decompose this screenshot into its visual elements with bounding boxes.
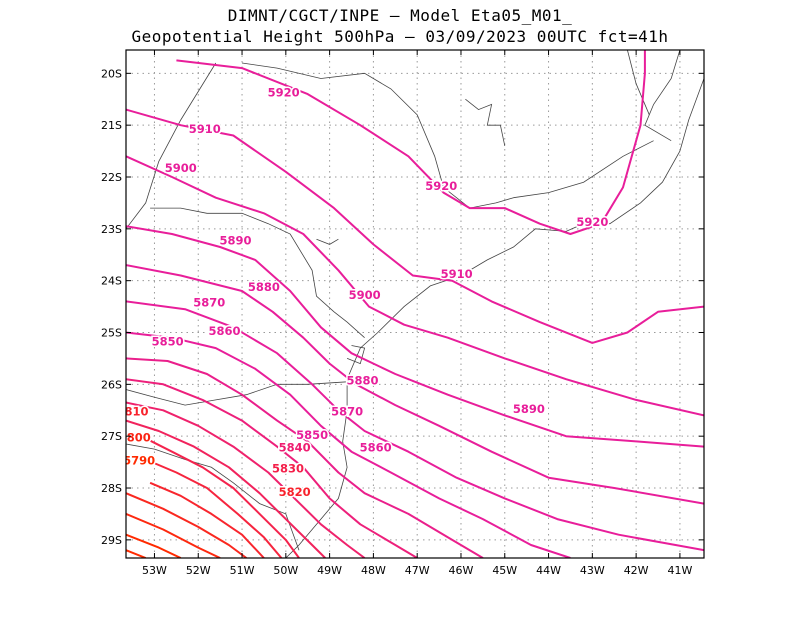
contour-label: 5910: [189, 122, 221, 136]
contour-line-5900: [126, 155, 704, 417]
lat-tick-label: 29S: [101, 534, 122, 547]
lat-tick-label: 23S: [101, 223, 122, 236]
contour-line-5910: [126, 108, 704, 344]
contour-label: 5810: [117, 404, 149, 418]
contour-line-5750: [126, 549, 147, 558]
contour-line-5840: [126, 378, 418, 558]
contour-label: 5920: [268, 86, 300, 100]
contour-label: 5900: [165, 161, 197, 175]
lon-tick-label: 50W: [273, 564, 298, 577]
contour-line-5810: [140, 435, 300, 558]
lon-tick-label: 49W: [317, 564, 342, 577]
contour-line-5770: [126, 512, 221, 558]
coastline-boundaries: [126, 50, 704, 558]
contour-line-5800: [145, 458, 283, 558]
map-frame: [125, 49, 705, 559]
boundary-line: [126, 381, 348, 406]
contour-line-5870: [126, 300, 704, 552]
contour-label: 5820: [279, 485, 311, 499]
boundary-line: [346, 345, 366, 365]
lon-tick-label: 44W: [536, 564, 561, 577]
lon-tick-label: 48W: [361, 564, 386, 577]
lat-tick-label: 28S: [101, 482, 122, 495]
contour-line-5890: [126, 225, 704, 448]
lon-tick-label: 43W: [580, 564, 605, 577]
contour-label: 5860: [360, 441, 392, 455]
boundary-line: [126, 443, 300, 551]
contour-line-5760: [126, 533, 182, 558]
contour-line-5830: [126, 401, 366, 558]
contour-label: 5880: [248, 280, 280, 294]
lat-tick-label: 25S: [101, 327, 122, 340]
contour-line-5880: [126, 264, 704, 505]
contour-line-5820: [126, 419, 326, 558]
lat-tick-label: 27S: [101, 430, 122, 443]
boundary-line: [513, 140, 654, 199]
lon-tick-label: 41W: [667, 564, 692, 577]
boundary-line: [627, 50, 650, 115]
contour-line-5790: [149, 481, 265, 558]
contour-label: 5890: [219, 233, 251, 247]
boundary-line: [126, 62, 217, 230]
map-title-line1: DIMNT/CGCT/INPE — Model Eta05_M01_: [227, 6, 573, 25]
boundary-line: [465, 98, 506, 146]
contour-label: 5840: [279, 441, 311, 455]
contour-label: 5850: [152, 334, 184, 348]
lon-tick-label: 46W: [449, 564, 474, 577]
contour-label: 5920: [576, 215, 608, 229]
contour-label: 5860: [209, 324, 241, 338]
contour-line-5920: [176, 59, 602, 235]
contour-label: 5870: [331, 404, 363, 418]
contour-label: 5900: [349, 288, 381, 302]
lon-tick-label: 53W: [142, 564, 167, 577]
lat-tick-label: 21S: [101, 119, 122, 132]
contour-label: 5920: [425, 179, 457, 193]
contour-labels: 5920 5920 5920 5910 5910 5900 5900 5890 5890 5880…: [117, 84, 610, 500]
contour-label: 5800: [119, 430, 151, 444]
contour-line-5780: [126, 492, 247, 558]
graticule-grid: [126, 50, 704, 558]
lon-tick-label: 52W: [186, 564, 211, 577]
contour-label: 5850: [296, 428, 328, 442]
boundary-line: [644, 50, 681, 142]
contour-label: 5880: [346, 373, 378, 387]
contour-label: 5890: [513, 402, 545, 416]
contour-label: 5830: [272, 461, 304, 475]
lon-tick-label: 51W: [230, 564, 255, 577]
lon-tick-label: 42W: [624, 564, 649, 577]
lat-tick-label: 22S: [101, 171, 122, 184]
boundary-line: [316, 238, 339, 245]
lat-tick-label: 24S: [101, 275, 122, 288]
boundary-line: [285, 78, 704, 558]
lat-tick-label: 26S: [101, 378, 122, 391]
boundary-line: [241, 62, 514, 209]
boundary-line: [150, 207, 365, 338]
geopotential-contours: [126, 50, 704, 558]
contour-line-5860: [126, 331, 571, 558]
contour-line-5920: [600, 50, 646, 225]
lon-tick-label: 45W: [492, 564, 517, 577]
map-title-line2: Geopotential Height 500hPa — 03/09/2023 …: [131, 27, 669, 46]
contour-line-5850: [126, 357, 484, 558]
contour-label: 5870: [193, 296, 225, 310]
contour-label: 5910: [441, 267, 473, 281]
lat-tick-label: 20S: [101, 67, 122, 80]
axis-ticks: 53W 52W 51W 50W 49W 48W 47W 46W 45W 44W 43W 42W 41W 2…: [101, 50, 704, 577]
lon-tick-label: 47W: [405, 564, 430, 577]
contour-label: 5790: [123, 454, 155, 468]
